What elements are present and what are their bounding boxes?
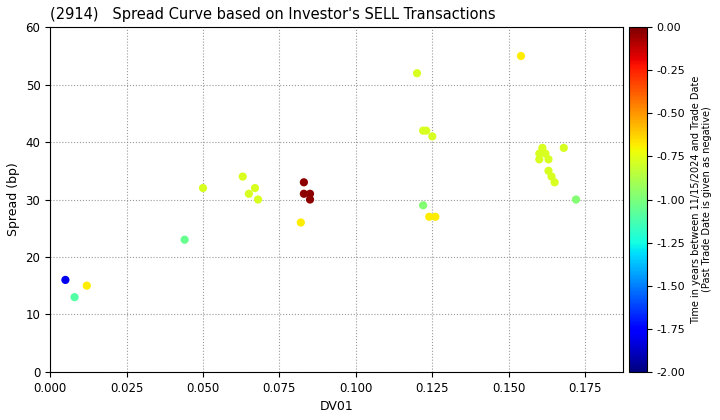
Y-axis label: Time in years between 11/15/2024 and Trade Date
(Past Trade Date is given as neg: Time in years between 11/15/2024 and Tra… — [690, 75, 712, 324]
Point — [543, 168, 554, 174]
Point — [558, 144, 570, 151]
Point — [426, 133, 438, 140]
Point — [69, 294, 81, 300]
Point — [249, 185, 261, 192]
Point — [516, 52, 527, 59]
Point — [423, 213, 435, 220]
Point — [534, 156, 545, 163]
Point — [298, 179, 310, 186]
Point — [179, 236, 190, 243]
Point — [420, 127, 432, 134]
Point — [243, 190, 255, 197]
Point — [540, 150, 552, 157]
Point — [81, 282, 93, 289]
Point — [570, 196, 582, 203]
Point — [252, 196, 264, 203]
Y-axis label: Spread (bp): Spread (bp) — [7, 163, 20, 236]
Text: (2914)   Spread Curve based on Investor's SELL Transactions: (2914) Spread Curve based on Investor's … — [50, 7, 496, 22]
Point — [549, 179, 560, 186]
Point — [305, 190, 316, 197]
Point — [305, 196, 316, 203]
Point — [418, 202, 429, 209]
Point — [197, 185, 209, 192]
Point — [536, 144, 548, 151]
Point — [534, 150, 545, 157]
Point — [418, 127, 429, 134]
Point — [543, 156, 554, 163]
X-axis label: DV01: DV01 — [320, 400, 354, 413]
Point — [237, 173, 248, 180]
Point — [60, 276, 71, 283]
Point — [298, 190, 310, 197]
Point — [295, 219, 307, 226]
Point — [430, 213, 441, 220]
Point — [546, 173, 557, 180]
Point — [411, 70, 423, 76]
